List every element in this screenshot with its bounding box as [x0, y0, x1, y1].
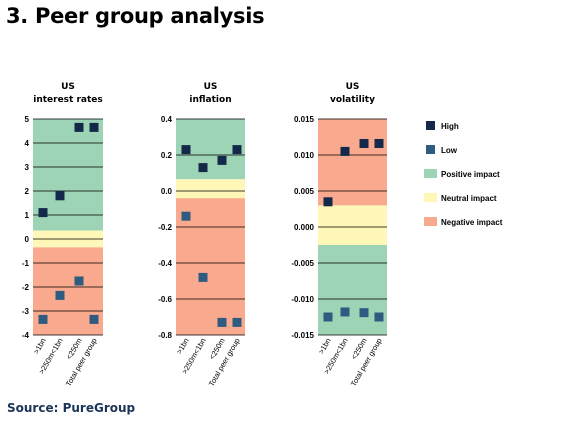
y-tick-label: 0.0 [161, 187, 173, 196]
y-tick-label: 3 [25, 163, 30, 172]
x-category-label: >1bn [316, 337, 332, 356]
legend-marker-high [426, 121, 435, 130]
y-tick-label: 5 [25, 115, 30, 124]
band-neutral [176, 179, 245, 199]
band-neutral [318, 205, 387, 245]
marker-high [89, 122, 99, 132]
y-tick-label: 0.015 [294, 115, 315, 124]
marker-high [340, 146, 350, 156]
band-negative [176, 198, 245, 335]
source-note: Source: PureGroup [7, 401, 136, 415]
x-category-label: >1bn [31, 337, 47, 356]
y-tick-label: -1 [22, 259, 30, 268]
y-tick-label: 1 [25, 211, 30, 220]
y-tick-label: 0 [25, 235, 30, 244]
y-tick-label: 0.000 [294, 223, 315, 232]
legend-swatch-neutral [424, 193, 437, 202]
y-tick-label: -0.8 [158, 331, 172, 340]
legend: High Low Positive impact Neutral impact Nega… [424, 121, 503, 227]
page-title: 3. Peer group analysis [6, 4, 265, 28]
y-tick-label: -0.2 [158, 223, 172, 232]
marker-high [198, 163, 208, 173]
marker-high [359, 138, 369, 148]
y-tick-label: 2 [25, 187, 30, 196]
y-tick-label: -2 [22, 283, 30, 292]
chart-3: US volatility 0.015 0.010 0.005 0.000 -0.005 -0… [291, 82, 387, 388]
marker-low [217, 317, 227, 327]
y-tick-label: -3 [22, 307, 30, 316]
legend-label: Negative impact [441, 218, 503, 227]
y-tick-label: -0.015 [291, 331, 314, 340]
y-tick-label: 4 [25, 139, 30, 148]
y-tick-label: 0.010 [294, 151, 315, 160]
y-tick-label: -4 [22, 331, 30, 340]
chart-2: US inflation 0.4 0.2 0.0 -0.2 -0.4 -0.6 -0.8>1bn… [158, 82, 245, 388]
marker-low [374, 312, 384, 322]
marker-low [323, 312, 333, 322]
x-category-label: >1bn [174, 337, 190, 356]
marker-high [232, 145, 242, 155]
marker-low [181, 211, 191, 221]
legend-label: Positive impact [441, 170, 500, 179]
legend-label: Neutral impact [441, 194, 497, 203]
y-tick-label: -0.4 [158, 259, 172, 268]
marker-high [217, 155, 227, 165]
marker-high [38, 208, 48, 218]
legend-swatch-positive [424, 169, 437, 178]
marker-high [55, 191, 65, 201]
marker-low [359, 308, 369, 318]
marker-low [198, 272, 208, 282]
marker-low [232, 317, 242, 327]
legend-label: High [441, 122, 459, 131]
legend-marker-low [426, 145, 435, 154]
y-tick-label: -0.005 [291, 259, 314, 268]
chart-title: interest rates [33, 95, 103, 105]
chart-title: inflation [189, 95, 231, 105]
legend-swatch-negative [424, 217, 437, 226]
y-tick-label: 0.4 [161, 115, 173, 124]
y-tick-label: 0.2 [161, 151, 173, 160]
marker-high [323, 197, 333, 207]
y-tick-label: -0.010 [291, 295, 314, 304]
marker-high [74, 122, 84, 132]
marker-low [74, 276, 84, 286]
marker-high [374, 138, 384, 148]
marker-low [55, 290, 65, 300]
marker-high [181, 145, 191, 155]
y-tick-label: -0.6 [158, 295, 172, 304]
chart-title: US [61, 82, 75, 92]
y-tick-label: 0.005 [294, 187, 315, 196]
marker-low [38, 314, 48, 324]
chart-title: US [346, 82, 360, 92]
marker-low [340, 307, 350, 317]
marker-low [89, 314, 99, 324]
chart-title: volatility [330, 95, 375, 105]
legend-label: Low [441, 146, 458, 155]
band-negative [318, 119, 387, 206]
chart-title: US [204, 82, 218, 92]
